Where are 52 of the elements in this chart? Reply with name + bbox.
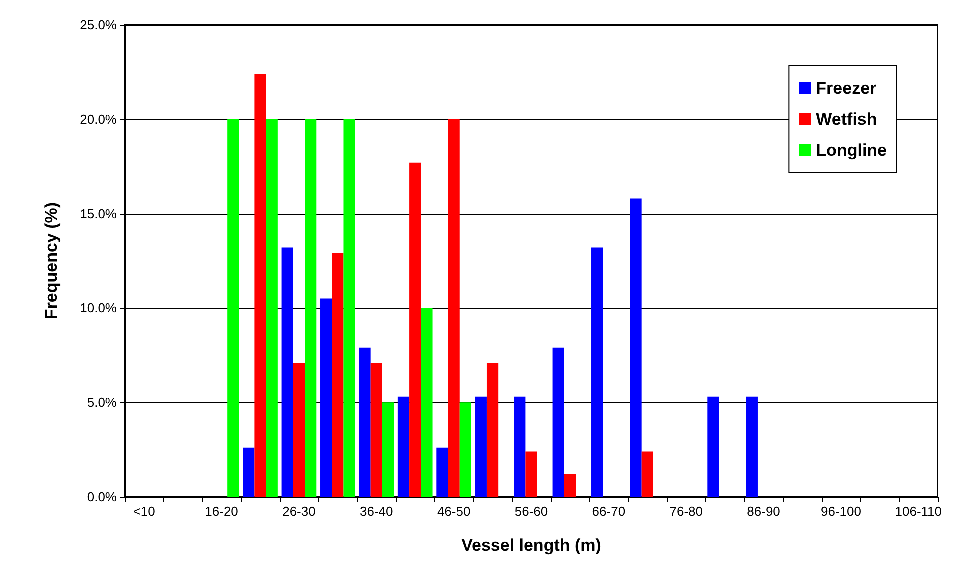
y-axis-title: Frequency (%)	[42, 202, 61, 320]
x-tick-label: 96-100	[820, 504, 862, 519]
y-tick-label: 15.0%	[80, 206, 118, 222]
bar	[448, 119, 460, 497]
bar	[552, 348, 564, 497]
x-tick-label: 16-20	[205, 504, 238, 519]
bar	[630, 198, 642, 497]
bar	[708, 396, 720, 497]
x-tick-label: 66-70	[592, 504, 626, 519]
bar	[228, 119, 240, 497]
legend-label: Wetfish	[816, 110, 878, 129]
bar	[526, 452, 538, 497]
bar	[266, 119, 278, 497]
bar	[460, 402, 472, 497]
bar	[475, 396, 487, 497]
bar	[564, 474, 576, 497]
bar	[642, 452, 654, 497]
x-tick-label: 106-110	[895, 504, 942, 519]
y-tick-label: 20.0%	[80, 112, 118, 127]
bar	[421, 308, 433, 497]
bar	[282, 248, 294, 497]
bar	[320, 298, 332, 497]
x-tick-label: 56-60	[514, 504, 548, 519]
bar	[332, 253, 344, 497]
bar	[344, 119, 356, 497]
x-tick-label: 36-40	[360, 504, 394, 519]
bar	[436, 448, 448, 497]
bar	[486, 362, 499, 497]
x-axis-title: Vessel length (m)	[462, 536, 602, 555]
bar	[592, 248, 604, 497]
bar	[359, 348, 371, 497]
y-tick-label: 5.0%	[87, 395, 118, 410]
y-tick-label: 0.0%	[87, 490, 118, 504]
legend-label: Freezer	[816, 79, 878, 98]
y-tick-label: 10.0%	[80, 300, 118, 316]
bar	[746, 396, 758, 497]
x-tick-label: 76-80	[670, 504, 703, 519]
bar	[410, 162, 422, 497]
x-tick-label: 26-30	[282, 504, 316, 519]
bar	[243, 448, 255, 497]
bar	[305, 119, 317, 497]
bar	[370, 362, 382, 497]
legend-label: Longline	[816, 141, 888, 160]
x-tick-label: 46-50	[437, 504, 471, 519]
bar	[254, 74, 266, 497]
y-tick-label: 25.0%	[80, 18, 118, 32]
bar	[398, 396, 410, 497]
bar	[514, 396, 526, 497]
bar	[382, 402, 394, 497]
x-tick-label: 86-90	[747, 504, 780, 519]
x-tick-label: <10	[133, 504, 156, 519]
bar	[293, 362, 306, 497]
